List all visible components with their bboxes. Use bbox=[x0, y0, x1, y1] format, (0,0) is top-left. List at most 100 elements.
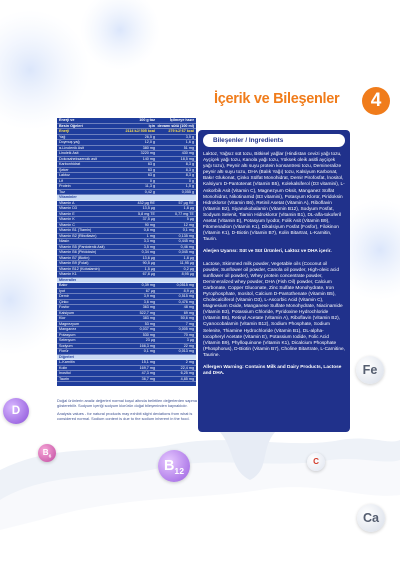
table-cell: 0,515 mg bbox=[178, 294, 194, 298]
table-row: Kolin 169,7 mg 22,4 mg bbox=[57, 365, 196, 371]
table-cell: 70 mg bbox=[183, 332, 194, 337]
table-row: Vitamin K 37,5 µg 5 µg bbox=[57, 217, 196, 223]
table-cell: L-Karnitin bbox=[59, 360, 75, 364]
table-cell: 8,3 g bbox=[185, 162, 194, 166]
table-cell: 63 g bbox=[147, 173, 155, 177]
bubble-label: C bbox=[313, 457, 319, 466]
table-cell: 7 mg bbox=[185, 321, 194, 326]
table-cell: Florür bbox=[59, 349, 69, 353]
table-cell: Vitamin E bbox=[59, 211, 75, 216]
table-cell: Vitamin B1 (Tiamin) bbox=[59, 228, 92, 232]
table-cell: 63 g bbox=[147, 167, 155, 172]
table-cell: 0,045 mg bbox=[178, 250, 194, 254]
table-row: Laktoz 63 g 8,3 g bbox=[57, 173, 196, 179]
table-cell: 8,3 g bbox=[185, 173, 194, 177]
table-row: Fosfor 363 mg 48 mg bbox=[57, 305, 196, 311]
table-cell: Niasin bbox=[59, 239, 70, 243]
table-row: Selenyum 23 µg 3 µg bbox=[57, 338, 196, 344]
bubble-label: D bbox=[11, 404, 21, 417]
table-row: Linoleik Asit 3220 mg 430 mg bbox=[57, 151, 196, 157]
table-cell: 22 mg bbox=[183, 343, 194, 348]
table-row: Enerji 2114 kJ/ 505 kcal 279 kJ/ 67 kcal bbox=[57, 129, 196, 135]
table-cell: 22,4 mg bbox=[180, 365, 194, 370]
table-cell: 15,1 mg bbox=[141, 360, 155, 364]
table-cell: Taurin bbox=[59, 376, 70, 381]
table-cell: Vitamin K bbox=[59, 217, 75, 221]
table-cell: Vitamin B7 (Biotin) bbox=[59, 255, 90, 260]
table-cell: Protein bbox=[59, 184, 71, 188]
table-cell: 0,42 g bbox=[144, 189, 155, 194]
table-cell: Çinko bbox=[59, 299, 69, 304]
table-cell: Enerji ve bbox=[59, 118, 75, 122]
table-cell: Vitamin B5 (Pantotenik Asit) bbox=[59, 244, 105, 249]
notes: Doğal ürünlerin analiz değerleri normal … bbox=[57, 398, 197, 424]
table-cell: 0,0515 mg bbox=[176, 283, 194, 287]
table-row: Vitamin C 90 mg 12 mg bbox=[57, 223, 196, 228]
table-cell: Vitamin A bbox=[59, 200, 75, 205]
table-cell: 1 mg bbox=[146, 233, 155, 238]
table-row: Niasin 3,3 mg 0,445 mg bbox=[57, 239, 196, 245]
table-row: Vitamin D3 13,5 µg 1,8 µg bbox=[57, 206, 196, 212]
table-cell: Klor bbox=[59, 316, 66, 320]
table-cell: devamı sütü (100 ml) bbox=[157, 123, 194, 128]
table-cell: 37,5 µg bbox=[142, 217, 155, 221]
table-cell: 0,135 mg bbox=[178, 233, 194, 238]
table-cell: 3,5 mg bbox=[143, 244, 155, 249]
table-row: Vitamin B5 (Pantotenik Asit) 3,5 mg 0,46 m… bbox=[57, 244, 196, 250]
table-cell: 8,9 µg bbox=[183, 288, 194, 293]
table-cell: 0,34 mg bbox=[141, 250, 155, 254]
table-cell: 3,5 g bbox=[185, 134, 194, 139]
vitamin-bubble: Fe bbox=[356, 356, 384, 384]
bubble-subscript: 12 bbox=[174, 465, 184, 476]
note: Doğal ürünlerin analiz değerleri normal … bbox=[57, 398, 197, 408]
table-cell: 140 mg bbox=[142, 156, 155, 161]
table-cell: Vitamin D3 bbox=[59, 206, 77, 210]
table-cell: 0,445 mg bbox=[178, 239, 194, 243]
table-cell: 100 g toz bbox=[139, 118, 155, 122]
allergen-warning: Allergen Warning: Contains Milk and Dair… bbox=[203, 365, 342, 377]
table-cell: Laktoz bbox=[59, 173, 70, 177]
table-cell: Bakır bbox=[59, 283, 68, 287]
table-cell: 51 mg bbox=[183, 145, 194, 150]
table-cell: 12,0 g bbox=[144, 140, 155, 144]
table-cell: 13,5 µg bbox=[142, 206, 155, 210]
table-cell: 5,8 mg TE bbox=[138, 211, 155, 216]
section-title: Vitaminler bbox=[59, 195, 77, 199]
table-cell: 11,95 µg bbox=[179, 261, 194, 265]
table-cell: 1,8 µg bbox=[183, 255, 194, 260]
table-cell: 23 µg bbox=[145, 338, 155, 342]
table-cell: 0,005 mg bbox=[178, 327, 194, 331]
table-cell: 8,95 µg bbox=[181, 272, 194, 276]
table-row: Şeker 63 g 8,3 g bbox=[57, 167, 196, 173]
table-row: Vitamin A 432 µg RE 57 µg RE bbox=[57, 200, 196, 206]
allergen-warning: Alerjen Uyarısı: Süt ve Süt Ürünleri, La… bbox=[203, 249, 332, 255]
note: Analysis values - for natural products m… bbox=[57, 411, 193, 421]
table-section: Mineraller bbox=[57, 277, 196, 283]
table-cell: 3,6 mg bbox=[143, 299, 155, 304]
table-cell: 0,1 mg bbox=[182, 228, 194, 232]
table-cell: 0,39 mg bbox=[141, 283, 155, 287]
table-row: Doymuş yağ 12,0 g 1,6 g bbox=[57, 140, 196, 146]
table-row: Vitamin B1 (Tiamin) 0,8 mg 0,1 mg bbox=[57, 228, 196, 234]
nutrition-table: Enerji ve 100 g toz İçilmeye hazır Besin Öğ… bbox=[57, 118, 196, 386]
table-cell: Potasyum bbox=[59, 332, 76, 337]
table-cell: Yağ bbox=[59, 134, 66, 139]
table-cell: Selenyum bbox=[59, 338, 76, 342]
table-cell: 522,7 mg bbox=[139, 310, 155, 315]
table-row: Klor 383 mg 50,6 mg bbox=[57, 316, 196, 322]
table-row: Bakır 0,39 mg 0,0515 mg bbox=[57, 283, 196, 289]
ingredients-title: Bileşenler / Ingredients bbox=[203, 134, 345, 147]
table-cell: Vitamin B9 (Folat) bbox=[59, 261, 89, 265]
table-cell: 63 g bbox=[147, 162, 155, 166]
table-row: Lif 0 g 0 g bbox=[57, 179, 196, 184]
table-cell: 380 mg bbox=[142, 145, 155, 150]
table-cell: İnositol bbox=[59, 371, 71, 375]
table-row: Çinko 3,6 mg 0,476 mg bbox=[57, 299, 196, 305]
table-cell: Doymuş yağ bbox=[59, 140, 80, 144]
table-cell: 13,6 µg bbox=[142, 255, 155, 260]
section-title: Mineraller bbox=[59, 277, 77, 282]
table-cell: Sodyum bbox=[59, 343, 73, 348]
table-section: Diğerleri bbox=[57, 354, 196, 360]
